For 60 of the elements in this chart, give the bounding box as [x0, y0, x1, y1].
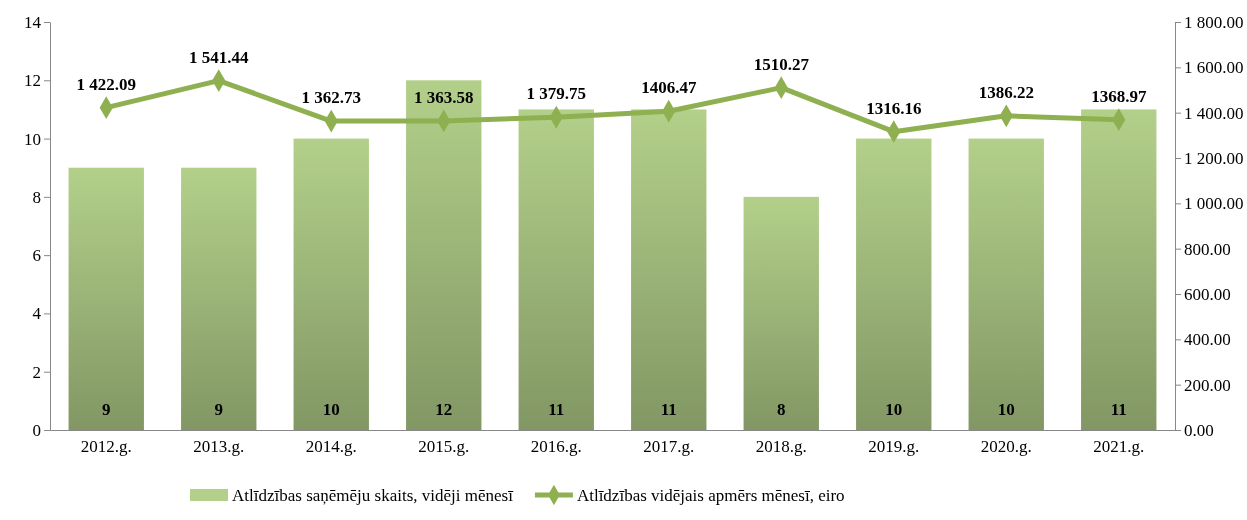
x-tick-label: 2018.g.: [755, 437, 807, 457]
y2-tick-label: 1 400.00: [1184, 103, 1244, 123]
y-tick-label: 14: [24, 12, 42, 32]
x-tick-label: 2015.g.: [418, 437, 470, 457]
data-label: 1316.16: [866, 98, 922, 118]
data-label: 1368.97: [1091, 86, 1147, 106]
data-label: 8: [777, 400, 786, 419]
y2-tick-label: 1 600.00: [1184, 58, 1244, 78]
y2-tick-label: 400.00: [1184, 330, 1231, 350]
bar: [518, 109, 594, 430]
bar: [68, 167, 144, 430]
data-label: 10: [997, 400, 1015, 419]
y2-tick-label: 1 800.00: [1184, 12, 1244, 32]
x-tick-label: 2020.g.: [980, 437, 1032, 457]
x-tick-label: 2017.g.: [643, 437, 695, 457]
data-label: 11: [1110, 400, 1127, 419]
data-label: 12: [435, 400, 453, 419]
y-tick-label: 4: [32, 304, 42, 324]
x-tick-label: 2013.g.: [193, 437, 245, 457]
bar: [743, 196, 819, 430]
y2-tick-label: 1 200.00: [1184, 148, 1244, 168]
y-tick-label: 8: [32, 187, 41, 207]
bar: [631, 109, 707, 430]
y-tick-label: 6: [32, 246, 41, 266]
y-tick-label: 0: [32, 420, 41, 440]
data-label: 1 422.09: [76, 74, 136, 94]
y2-tick-label: 1 000.00: [1184, 194, 1244, 214]
data-label: 9: [214, 400, 223, 419]
x-tick-label: 2016.g.: [530, 437, 582, 457]
x-tick-label: 2021.g.: [1093, 437, 1145, 457]
y-tick-label: 10: [24, 129, 41, 149]
data-label: 1406.47: [641, 78, 697, 98]
data-label: 1510.27: [753, 54, 810, 74]
bar: [968, 138, 1044, 430]
data-label: 1 363.58: [414, 87, 474, 107]
data-label: 1 379.75: [526, 84, 586, 104]
x-tick-label: 2019.g.: [868, 437, 920, 457]
bar: [856, 138, 932, 430]
legend-label: Atlīdzības vidējais apmērs mēnesī, eiro: [576, 486, 845, 505]
data-label: 1386.22: [978, 82, 1034, 102]
data-label: 11: [548, 400, 565, 419]
data-label: 11: [660, 400, 677, 419]
x-tick-label: 2014.g.: [305, 437, 357, 457]
data-label: 9: [102, 400, 111, 419]
y-tick-label: 2: [32, 362, 41, 382]
data-label: 10: [885, 400, 903, 419]
bar: [1081, 109, 1157, 430]
y2-tick-label: 0.00: [1184, 420, 1214, 440]
data-label: 10: [322, 400, 340, 419]
bar: [181, 167, 257, 430]
y-tick-label: 12: [24, 71, 41, 91]
legend-label: Atlīdzības saņēmēju skaits, vidēji mēnesī: [232, 486, 514, 505]
y2-tick-label: 600.00: [1184, 284, 1231, 304]
data-label: 1 362.73: [301, 88, 361, 108]
data-label: 1 541.44: [189, 47, 249, 67]
bar: [293, 138, 369, 430]
bar: [406, 80, 482, 430]
x-tick-label: 2012.g.: [80, 437, 132, 457]
y2-tick-label: 800.00: [1184, 239, 1231, 259]
y2-tick-label: 200.00: [1184, 375, 1231, 395]
